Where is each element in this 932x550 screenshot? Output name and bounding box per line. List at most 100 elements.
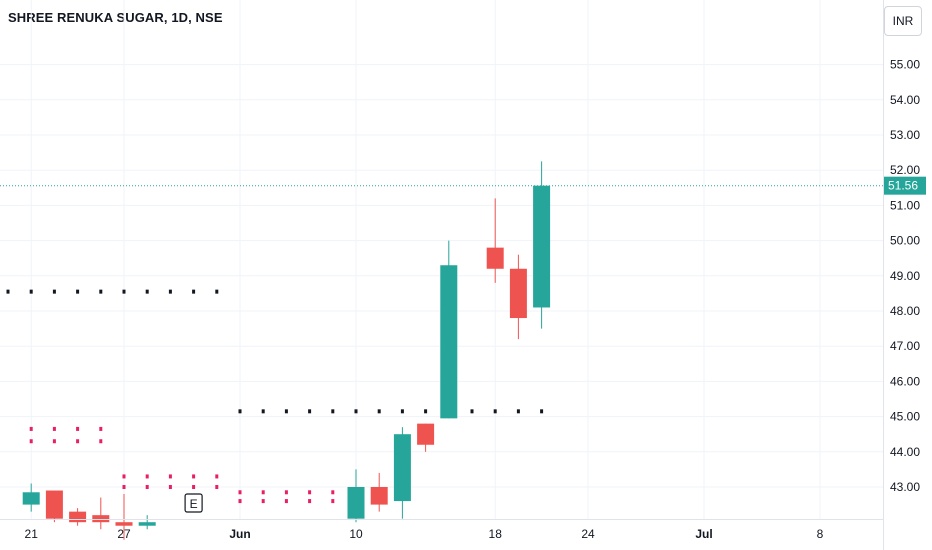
- pivot-dot: [238, 490, 242, 495]
- pivot-dot: [540, 409, 544, 414]
- pivot-dot: [99, 439, 103, 444]
- pivot-dot: [400, 409, 404, 414]
- candle-body: [45, 490, 63, 519]
- candle-body: [22, 492, 40, 505]
- event-marker-box: [184, 493, 203, 513]
- price-tick-label: 45.00: [890, 410, 920, 424]
- pivot-dot: [192, 474, 196, 479]
- pivot-dot: [215, 474, 219, 479]
- pivot-dot: [29, 289, 33, 294]
- pivot-dot: [516, 409, 520, 414]
- time-tick-label: 24: [581, 527, 595, 541]
- pivot-dot: [331, 409, 335, 414]
- pivot-dot: [377, 409, 381, 414]
- price-tick-label: 47.00: [890, 339, 920, 353]
- pivot-dot: [493, 409, 497, 414]
- pivot-dot: [261, 490, 265, 495]
- pivot-dot: [331, 490, 335, 495]
- pivot-dot: [308, 409, 312, 414]
- pivot-dot: [76, 439, 80, 444]
- candle-body: [533, 185, 551, 308]
- candle-body: [393, 434, 411, 502]
- candle-body: [69, 511, 87, 523]
- candle-body: [417, 423, 435, 445]
- pivot-dot: [284, 499, 288, 504]
- pivot-dot: [145, 289, 149, 294]
- time-tick-label: 8: [817, 527, 824, 541]
- time-tick-label: 21: [25, 527, 39, 541]
- pivot-dot: [192, 485, 196, 489]
- pivot-dot: [261, 409, 265, 414]
- pivot-dot: [145, 485, 149, 489]
- chart-title: SHREE RENUKA SUGAR, 1D, NSE: [8, 10, 223, 25]
- price-tick-label: 55.00: [890, 58, 920, 72]
- price-tick-label: 44.00: [890, 445, 920, 459]
- pivot-dot: [238, 409, 242, 414]
- pivot-dot: [331, 499, 335, 504]
- candle-body: [138, 522, 156, 526]
- pivot-dot: [122, 474, 126, 479]
- price-tick-label: 48.00: [890, 304, 920, 318]
- price-tick-label: 49.00: [890, 269, 920, 283]
- pivot-dot: [76, 289, 80, 294]
- price-tick-label: 53.00: [890, 128, 920, 142]
- pivot-dot: [215, 485, 219, 489]
- time-tick-label: 27: [117, 527, 131, 541]
- candle-body: [347, 487, 365, 519]
- last-price-text: 51.56: [888, 179, 918, 193]
- time-tick-label: Jul: [695, 527, 712, 541]
- pivot-dot: [52, 289, 56, 294]
- pivot-dot: [122, 485, 126, 489]
- earnings-event-marker[interactable]: E: [184, 493, 203, 513]
- price-tick-label: 50.00: [890, 234, 920, 248]
- price-tick-label: 51.00: [890, 198, 920, 212]
- candle-body: [509, 268, 527, 319]
- time-tick-label: 18: [489, 527, 503, 541]
- candles: [22, 161, 551, 540]
- price-axis[interactable]: 55.00 54.00 53.00 52.00 51.00 50.00 49.00 48.00…: [890, 58, 920, 494]
- pivot-dot: [29, 439, 33, 444]
- pivot-dot: [261, 499, 265, 504]
- pivot-dot: [168, 474, 172, 479]
- pivot-dot: [145, 474, 149, 479]
- pivot-dot: [168, 289, 172, 294]
- last-price-label: 51.56: [884, 176, 926, 195]
- currency-button[interactable]: INR: [884, 6, 922, 36]
- pivot-dot: [470, 409, 474, 414]
- time-tick-label: 10: [349, 527, 363, 541]
- grid-lines: [0, 0, 883, 519]
- pivot-dot: [29, 426, 33, 431]
- candle-body: [115, 522, 133, 526]
- pivot-dot: [424, 409, 428, 414]
- pivot-dot: [6, 289, 10, 294]
- pivot-dot: [99, 426, 103, 431]
- price-tick-label: 46.00: [890, 374, 920, 388]
- pivot-dot: [308, 490, 312, 495]
- pivot-points: [6, 289, 544, 504]
- event-marker-label: E: [190, 497, 198, 511]
- pivot-dot: [192, 289, 196, 294]
- pivot-dot: [354, 409, 358, 414]
- price-tick-label: 43.00: [890, 480, 920, 494]
- price-tick-label: 54.00: [890, 93, 920, 107]
- pivot-dot: [52, 439, 56, 444]
- price-tick-label: 52.00: [890, 163, 920, 177]
- pivot-dot: [215, 289, 219, 294]
- pivot-dot: [238, 499, 242, 504]
- pivot-dot: [308, 499, 312, 504]
- pivot-dot: [99, 289, 103, 294]
- pivot-dot: [76, 426, 80, 431]
- pivot-dot: [52, 426, 56, 431]
- pivot-dot: [168, 485, 172, 489]
- pivot-dot: [284, 490, 288, 495]
- pivot-dot: [122, 289, 126, 294]
- time-axis[interactable]: 21 27 Jun 10 18 24 Jul 8: [25, 527, 824, 541]
- last-price-badge: [884, 176, 926, 195]
- candle-body: [370, 487, 388, 505]
- candle-body: [92, 515, 110, 523]
- candle-body: [440, 265, 458, 419]
- time-tick-label: Jun: [229, 527, 250, 541]
- pivot-dot: [284, 409, 288, 414]
- candle-body: [486, 247, 504, 269]
